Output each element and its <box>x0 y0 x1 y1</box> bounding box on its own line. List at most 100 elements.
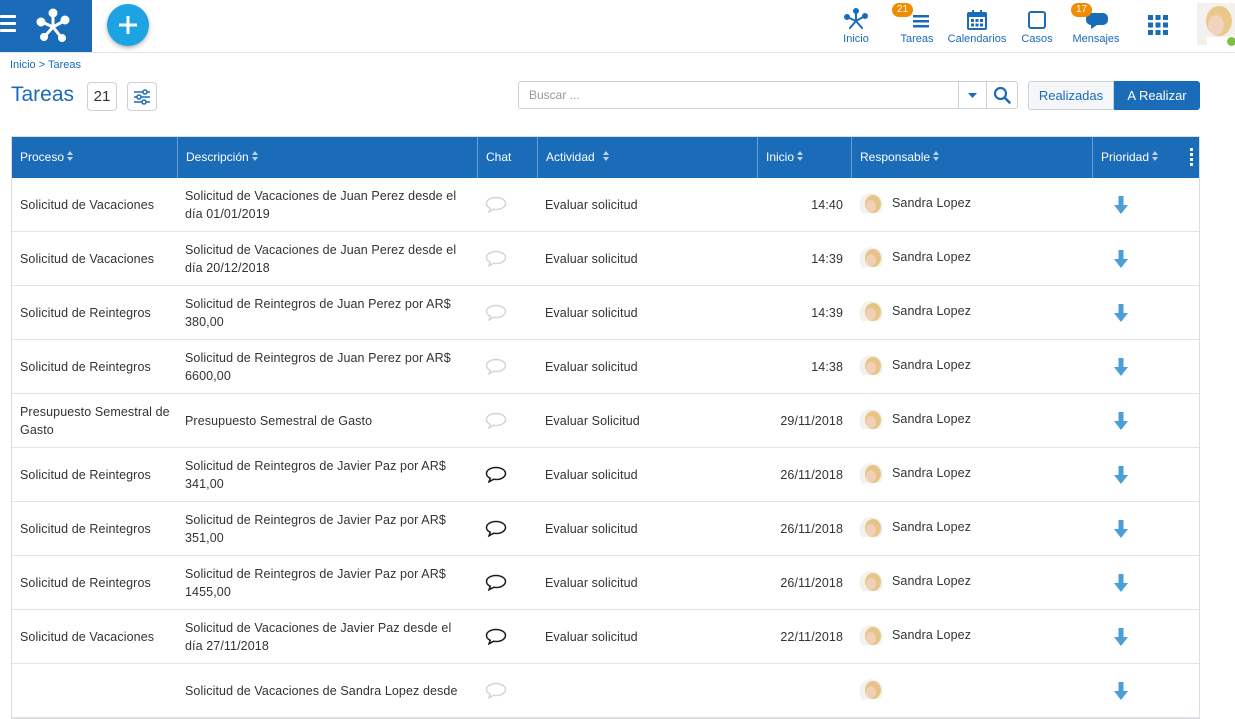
col-responsable-header[interactable]: Responsable <box>851 137 1092 178</box>
apps-grid-icon[interactable] <box>1148 15 1168 35</box>
cell-descripcion: Solicitud de Vacaciones de Sandra Lopez … <box>185 683 458 698</box>
cell-descripcion: Solicitud de Reintegros de Javier Paz po… <box>185 566 446 599</box>
messages-icon <box>1086 13 1108 29</box>
cell-prioridad <box>1092 556 1199 609</box>
search-icon <box>993 86 1011 104</box>
table-row[interactable]: Solicitud de Vacaciones Solicitud de Vaca… <box>12 610 1199 664</box>
nav-casos[interactable]: Casos <box>1019 4 1055 48</box>
responsable-name: Sandra Lopez <box>892 357 972 372</box>
responsable-avatar <box>859 570 883 595</box>
tasks-icon <box>913 15 929 28</box>
cell-proceso: Solicitud de Reintegros <box>20 521 151 536</box>
responsable-name: Sandra Lopez <box>892 195 972 210</box>
speech-bubble-icon[interactable] <box>485 682 507 699</box>
nav-tareas-label: Tareas <box>900 33 934 45</box>
cell-chat <box>477 556 537 609</box>
nav-tareas[interactable]: Tareas <box>898 4 936 48</box>
table-row[interactable]: Solicitud de Reintegros Solicitud de Rein… <box>12 448 1199 502</box>
arrow-down-icon[interactable] <box>1114 303 1128 322</box>
nav-mensajes-label: Mensajes <box>1072 33 1120 45</box>
speech-bubble-icon[interactable] <box>485 196 507 213</box>
cell-proceso: Solicitud de Reintegros <box>20 467 151 482</box>
nav-calendarios[interactable]: Calendarios <box>947 4 1007 48</box>
nav-inicio[interactable]: Inicio <box>840 4 872 48</box>
arrow-down-icon[interactable] <box>1114 681 1128 700</box>
arrow-down-icon[interactable] <box>1114 627 1128 646</box>
col-inicio-header[interactable]: Inicio <box>757 137 851 178</box>
add-button[interactable] <box>107 4 149 46</box>
sort-icon <box>251 151 259 162</box>
cell-descripcion: Solicitud de Vacaciones de Juan Perez de… <box>185 188 457 221</box>
filter-realizadas-button[interactable]: Realizadas <box>1028 81 1114 110</box>
responsable-name: Sandra Lopez <box>892 627 972 642</box>
search-button[interactable] <box>987 81 1018 109</box>
sort-icon <box>67 151 74 162</box>
speech-bubble-icon[interactable] <box>485 304 507 321</box>
table-row[interactable]: Solicitud de Reintegros Solicitud de Rein… <box>12 340 1199 394</box>
col-prioridad-header[interactable]: Prioridad <box>1092 137 1199 178</box>
col-descripcion-header[interactable]: Descripción <box>177 137 477 178</box>
cell-actividad <box>537 664 757 717</box>
cell-actividad: Evaluar solicitud <box>545 467 638 482</box>
responsable-avatar <box>859 354 883 379</box>
arrow-down-icon[interactable] <box>1114 465 1128 484</box>
search-dropdown-button[interactable] <box>958 81 987 109</box>
responsable-avatar <box>859 192 883 217</box>
arrow-down-icon[interactable] <box>1114 573 1128 592</box>
cell-actividad: Evaluar solicitud <box>545 305 638 320</box>
cell-inicio: 22/11/2018 <box>780 629 843 644</box>
filter-settings-button[interactable] <box>127 82 157 111</box>
filter-a-realizar-button[interactable]: A Realizar <box>1114 81 1200 110</box>
cell-inicio <box>757 664 851 717</box>
arrow-down-icon[interactable] <box>1114 519 1128 538</box>
cell-prioridad <box>1092 664 1199 717</box>
table-row[interactable]: Solicitud de Reintegros Solicitud de Rein… <box>12 556 1199 610</box>
arrow-down-icon[interactable] <box>1114 411 1128 430</box>
home-network-icon <box>844 8 868 29</box>
speech-bubble-icon[interactable] <box>485 466 507 483</box>
responsable-avatar <box>859 678 883 703</box>
nav-mensajes[interactable]: Mensajes <box>1070 4 1122 48</box>
arrow-down-icon[interactable] <box>1114 195 1128 214</box>
table-row[interactable]: Solicitud de Vacaciones Solicitud de Vaca… <box>12 178 1199 232</box>
speech-bubble-icon[interactable] <box>485 358 507 375</box>
hamburger-menu-icon[interactable] <box>0 15 16 35</box>
responsable-name: Sandra Lopez <box>892 465 972 480</box>
responsable-name: Sandra Lopez <box>892 411 972 426</box>
cell-actividad: Evaluar solicitud <box>545 629 638 644</box>
cell-descripcion: Presupuesto Semestral de Gasto <box>185 413 373 428</box>
table-row[interactable]: Solicitud de Vacaciones Solicitud de Vaca… <box>12 232 1199 286</box>
table-row[interactable]: Solicitud de Reintegros Solicitud de Rein… <box>12 502 1199 556</box>
speech-bubble-icon[interactable] <box>485 574 507 591</box>
col-proceso-header[interactable]: Proceso <box>12 137 177 178</box>
arrow-down-icon[interactable] <box>1114 357 1128 376</box>
cell-proceso: Solicitud de Reintegros <box>20 359 151 374</box>
col-actividad-header[interactable]: Actividad <box>537 137 757 178</box>
col-actividad-label: Actividad <box>546 150 595 164</box>
network-logo-icon[interactable] <box>36 8 70 42</box>
breadcrumb[interactable]: Inicio > Tareas <box>10 59 82 71</box>
cell-proceso: Solicitud de Vacaciones <box>20 197 155 212</box>
speech-bubble-icon[interactable] <box>485 628 507 645</box>
responsable-name: Sandra Lopez <box>892 519 972 534</box>
speech-bubble-icon[interactable] <box>485 520 507 537</box>
speech-bubble-icon[interactable] <box>485 412 507 429</box>
speech-bubble-icon[interactable] <box>485 250 507 267</box>
user-avatar[interactable] <box>1197 3 1235 45</box>
search-input[interactable] <box>518 81 958 109</box>
col-chat-label: Chat <box>486 150 512 164</box>
sort-icon <box>933 151 940 162</box>
responsable-avatar <box>859 516 883 541</box>
table-row[interactable]: Solicitud de Vacaciones de Sandra Lopez … <box>12 664 1199 718</box>
top-bar: Inicio Tareas 21 Calendarios Casos Mensa… <box>0 0 1235 53</box>
table-row[interactable]: Presupuesto Semestral de Gasto Presupuest… <box>12 394 1199 448</box>
cell-inicio: 29/11/2018 <box>780 413 843 428</box>
cell-descripcion: Solicitud de Vacaciones de Juan Perez de… <box>185 242 457 275</box>
arrow-down-icon[interactable] <box>1114 249 1128 268</box>
cell-proceso <box>12 664 177 717</box>
cell-actividad: Evaluar Solicitud <box>545 413 640 428</box>
table-row[interactable]: Solicitud de Reintegros Solicitud de Rein… <box>12 286 1199 340</box>
col-descripcion-label: Descripción <box>186 150 249 164</box>
cell-responsable: Sandra Lopez <box>851 178 1092 231</box>
column-options-icon[interactable] <box>1190 148 1194 168</box>
